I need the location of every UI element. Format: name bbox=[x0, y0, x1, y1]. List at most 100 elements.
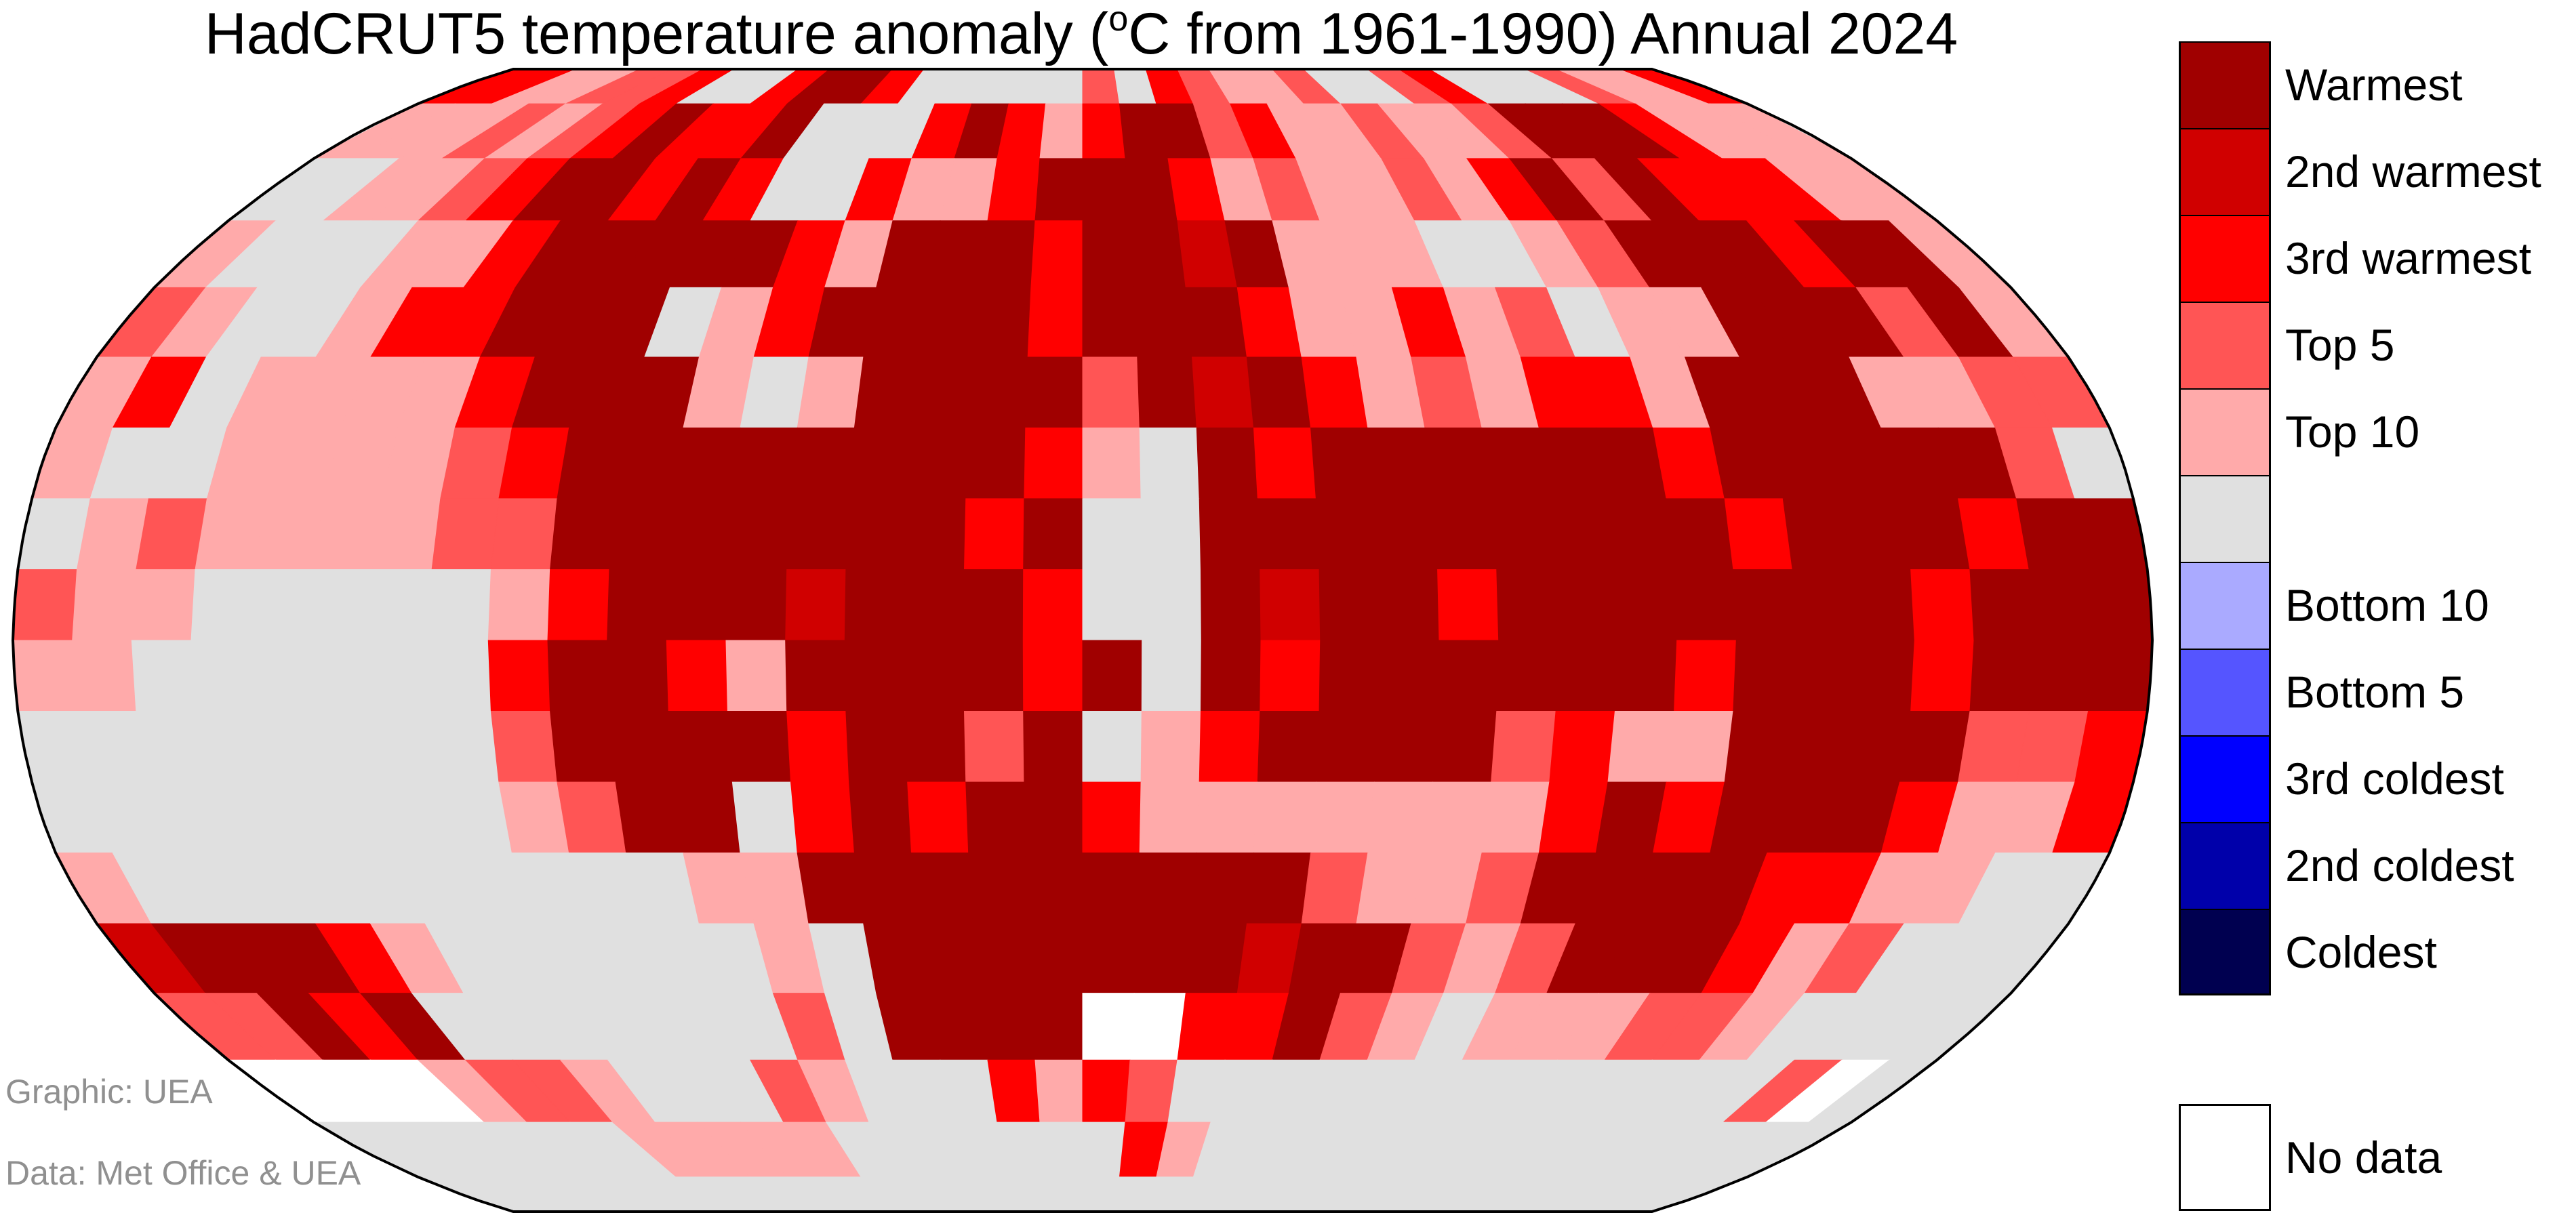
legend-label: Warmest bbox=[2285, 60, 2463, 110]
grid-cell bbox=[1910, 640, 1975, 712]
grid-cell bbox=[1177, 1176, 1231, 1212]
grid-cell bbox=[309, 640, 374, 712]
grid-cell bbox=[313, 711, 383, 783]
grid-cell bbox=[675, 1176, 768, 1212]
grid-cell bbox=[1082, 220, 1135, 288]
grid-cell bbox=[1303, 1176, 1380, 1212]
grid-cell bbox=[547, 640, 610, 712]
grid-cell bbox=[1555, 640, 1618, 712]
grid-cell bbox=[1437, 569, 1500, 641]
grid-cell bbox=[2028, 640, 2093, 712]
anomaly-grid bbox=[13, 69, 2152, 1212]
grid-cell bbox=[1022, 640, 1083, 712]
grid-cell bbox=[1208, 1176, 1268, 1212]
grid-cell bbox=[313, 498, 383, 570]
grid-cell bbox=[1840, 498, 1912, 570]
grid-cell bbox=[190, 569, 255, 641]
grid-cell bbox=[1429, 1176, 1526, 1212]
grid-cell bbox=[1367, 781, 1434, 854]
grid-cell bbox=[1549, 711, 1615, 783]
grid-cell bbox=[904, 640, 965, 712]
grid-cell bbox=[1525, 1176, 1637, 1212]
grid-cell bbox=[13, 640, 78, 712]
grid-cell bbox=[602, 1176, 704, 1212]
grid-cell bbox=[968, 852, 1028, 924]
grid-cell bbox=[372, 498, 441, 570]
grid-cell bbox=[1377, 640, 1440, 712]
grid-cell bbox=[1620, 1176, 1748, 1212]
grid-cell bbox=[1910, 569, 1975, 641]
grid-cell bbox=[910, 356, 973, 428]
grid-cell bbox=[1082, 640, 1143, 712]
grid-cell bbox=[1424, 427, 1492, 499]
grid-cell bbox=[2087, 640, 2152, 712]
grid-cell bbox=[790, 427, 855, 499]
grid-cell bbox=[1025, 356, 1083, 428]
grid-cell bbox=[790, 781, 855, 854]
legend-swatch bbox=[2179, 909, 2271, 995]
grid-cell bbox=[487, 640, 551, 712]
grid-cell bbox=[1315, 498, 1379, 570]
grid-cell bbox=[1246, 356, 1312, 428]
grid-cell bbox=[1082, 711, 1142, 783]
grid-cell bbox=[1851, 640, 1915, 712]
grid-cell bbox=[13, 569, 78, 641]
grid-cell bbox=[250, 640, 315, 712]
grid-cell bbox=[979, 220, 1036, 288]
grid-cell bbox=[1192, 852, 1255, 924]
grid-cell bbox=[1315, 711, 1379, 783]
grid-cell bbox=[1260, 640, 1321, 712]
grid-cell bbox=[1674, 569, 1737, 641]
grid-cell bbox=[1792, 569, 1856, 641]
grid-cell bbox=[1253, 781, 1316, 854]
legend-label-no-data: No data bbox=[2285, 1132, 2442, 1183]
grid-cell bbox=[1462, 1176, 1563, 1212]
grid-cell bbox=[972, 923, 1032, 994]
grid-cell bbox=[786, 711, 850, 783]
title-suffix: C from 1961-1990) Annual 2024 bbox=[1128, 1, 1958, 66]
map-outline bbox=[11, 68, 2154, 1213]
grid-cell bbox=[797, 852, 864, 924]
grid-cell bbox=[557, 781, 627, 854]
grid-cell bbox=[1424, 781, 1492, 854]
grid-cell bbox=[1491, 498, 1556, 570]
grid-cell bbox=[712, 1176, 799, 1212]
grid-cell bbox=[487, 569, 551, 641]
grid-cell bbox=[1082, 1059, 1131, 1123]
grid-cell bbox=[1082, 1176, 1121, 1212]
grid-cell bbox=[254, 498, 325, 570]
grid-cell bbox=[1588, 1176, 1711, 1212]
grid-cell bbox=[1432, 711, 1497, 783]
grid-cell bbox=[1082, 993, 1135, 1061]
grid-cell bbox=[845, 711, 908, 783]
grid-cell bbox=[1140, 711, 1202, 783]
grid-cell bbox=[1039, 103, 1083, 159]
grid-cell bbox=[309, 569, 374, 641]
grid-cell bbox=[1666, 711, 1734, 783]
grid-cell bbox=[550, 711, 616, 783]
grid-cell bbox=[844, 569, 906, 641]
grid-cell bbox=[1082, 69, 1121, 104]
grid-cell bbox=[1733, 640, 1796, 712]
grid-cell bbox=[1899, 498, 1971, 570]
grid-cell bbox=[1082, 852, 1140, 924]
grid-cell bbox=[1082, 498, 1142, 570]
grid-cell bbox=[639, 1176, 736, 1212]
grid-cell bbox=[1614, 569, 1678, 641]
grid-cell bbox=[971, 1176, 1020, 1212]
grid-cell bbox=[1133, 287, 1193, 358]
grid-cell bbox=[853, 356, 919, 428]
grid-cell bbox=[1899, 711, 1971, 783]
grid-cell bbox=[1200, 569, 1262, 641]
grid-cell bbox=[853, 852, 919, 924]
grid-cell bbox=[1082, 569, 1143, 641]
grid-cell bbox=[1008, 1176, 1051, 1212]
grid-cell bbox=[1607, 498, 1675, 570]
grid-cell bbox=[731, 781, 798, 854]
grid-cell bbox=[431, 711, 500, 783]
grid-cell bbox=[904, 569, 965, 641]
grid-cell bbox=[1039, 1122, 1083, 1178]
grid-cell bbox=[1082, 356, 1140, 428]
grid-cell bbox=[528, 1176, 641, 1212]
grid-cell bbox=[904, 711, 967, 783]
